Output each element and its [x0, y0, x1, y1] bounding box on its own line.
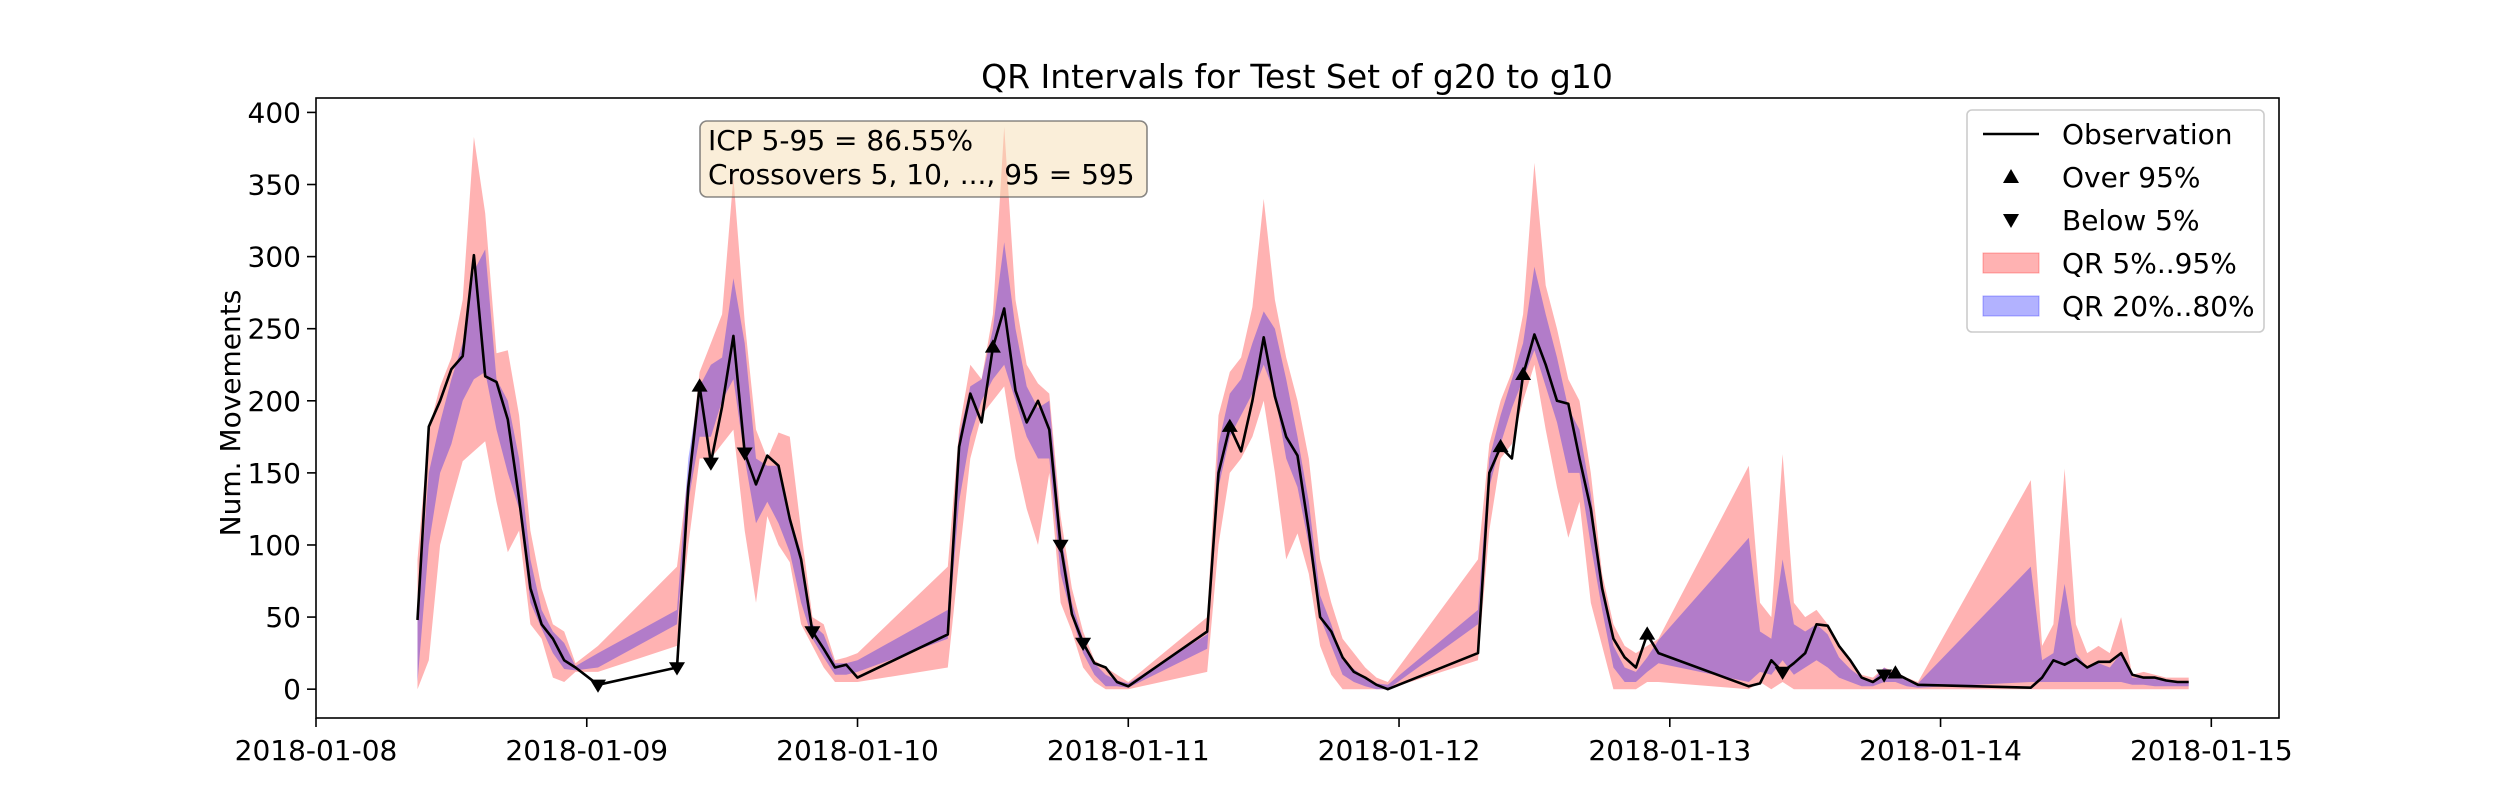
legend-triangle-up-icon	[2003, 169, 2019, 183]
y-tick-label: 250	[248, 313, 301, 346]
legend: Observation Over 95% Below 5% QR 5%..95% QR …	[1966, 109, 2265, 333]
below-5-marker	[669, 662, 685, 676]
legend-patch-icon	[1982, 295, 2040, 317]
annotation-box: ICP 5-95 = 86.55% Crossovers 5, 10, ...,…	[699, 120, 1148, 198]
legend-patch-icon	[1982, 252, 2040, 274]
over-95-marker	[1639, 626, 1656, 640]
below-5-marker	[590, 679, 606, 693]
annotation-background	[699, 120, 1148, 198]
y-tick-label: 200	[248, 385, 301, 418]
below-5-marker	[1052, 539, 1069, 553]
below-5-marker	[1075, 637, 1092, 651]
x-tick-label: 2018-01-11	[1047, 734, 1210, 767]
plot-frame	[315, 97, 2280, 719]
y-axis-label: Num. Movements	[214, 290, 247, 537]
y-tick-label: 300	[248, 241, 301, 274]
legend-label: QR 20%..80%	[2062, 290, 2255, 323]
chart-title: QR Intervals for Test Set of g20 to g10	[981, 57, 1613, 96]
y-axis: 0 50 100 150 200 250 300 350 400	[248, 96, 316, 706]
x-tick-label: 2018-01-12	[1318, 734, 1481, 767]
x-tick-label: 2018-01-13	[1588, 734, 1751, 767]
band-area	[417, 126, 2189, 690]
x-tick-label: 2018-01-15	[2130, 734, 2293, 767]
over-95-marker	[1492, 438, 1509, 453]
below-5-marker	[736, 447, 753, 461]
annotation-crossovers: Crossovers 5, 10, ..., 95 = 595	[708, 158, 1135, 191]
x-axis: 2018-01-08 2018-01-09 2018-01-10 2018-01-11…	[235, 718, 2293, 767]
legend-triangle-down-icon	[2003, 214, 2019, 228]
below-5-markers	[590, 447, 1893, 693]
qr-5-95-band	[417, 126, 2189, 690]
y-tick-label: 100	[248, 529, 301, 562]
band-area	[417, 242, 2189, 690]
annotation-icp: ICP 5-95 = 86.55%	[708, 124, 973, 157]
below-5-marker	[1774, 666, 1791, 680]
x-tick-label: 2018-01-10	[776, 734, 939, 767]
x-tick-label: 2018-01-14	[1859, 734, 2022, 767]
over-95-marker	[1221, 418, 1238, 432]
y-tick-label: 0	[283, 673, 301, 706]
legend-label: Observation	[2062, 118, 2233, 151]
below-5-marker	[1876, 669, 1893, 683]
x-tick-label: 2018-01-08	[235, 734, 398, 767]
y-tick-label: 350	[248, 169, 301, 202]
over-95-marker	[1887, 665, 1904, 679]
x-tick-label: 2018-01-09	[505, 734, 668, 767]
legend-label: QR 5%..95%	[2062, 247, 2237, 280]
legend-label: Below 5%	[2062, 204, 2200, 237]
over-95-marker	[1515, 366, 1532, 380]
over-95-markers	[691, 339, 1904, 679]
over-95-marker	[691, 378, 708, 392]
y-tick-label: 150	[248, 457, 301, 490]
below-5-marker	[804, 626, 821, 640]
qr-20-80-band	[417, 242, 2189, 690]
legend-label: Over 95%	[2062, 161, 2200, 194]
legend-frame	[1966, 109, 2265, 333]
over-95-marker	[984, 339, 1001, 353]
below-5-marker	[702, 457, 719, 471]
y-tick-label: 400	[248, 96, 301, 129]
y-tick-label: 50	[265, 601, 301, 634]
